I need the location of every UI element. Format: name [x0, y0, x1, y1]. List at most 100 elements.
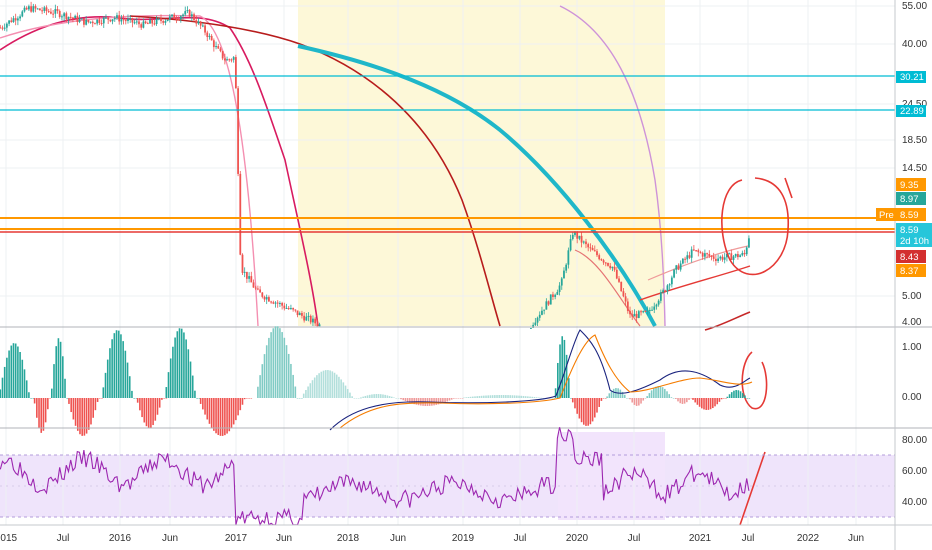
candle-body: [36, 8, 39, 10]
candle-body: [221, 51, 224, 59]
macd-bar: [283, 337, 286, 398]
macd-bar: [226, 398, 228, 434]
macd-bar: [44, 398, 47, 423]
candle-body: [651, 309, 653, 311]
macd-bar: [535, 397, 538, 398]
candle-body: [607, 262, 609, 266]
macd-bar: [204, 398, 206, 415]
macd-bar: [327, 370, 329, 398]
macd-bar: [457, 398, 460, 399]
candle-body: [556, 291, 559, 295]
macd-bar: [633, 398, 636, 405]
macd-bar: [290, 363, 292, 398]
macd-bar: [263, 354, 266, 398]
candle-body: [734, 254, 737, 257]
candle-body: [245, 271, 248, 279]
candle-body: [541, 310, 543, 315]
candle-body: [646, 310, 649, 312]
macd-bar: [533, 397, 536, 398]
candle-body: [547, 301, 550, 305]
macd-bar: [83, 398, 86, 436]
candle-body: [25, 7, 28, 10]
macd-bar: [136, 398, 139, 403]
macd-bar: [92, 398, 94, 418]
macd-bar: [404, 398, 407, 402]
macd-bar: [340, 379, 342, 398]
macd-bar: [351, 396, 353, 398]
macd-bar: [79, 398, 81, 435]
macd-bar: [53, 364, 55, 398]
macd-bar: [375, 394, 378, 398]
macd-bar: [557, 362, 559, 398]
macd-bar: [102, 387, 105, 398]
candle-body: [195, 20, 198, 24]
candle-body: [111, 19, 114, 22]
macd-bar: [296, 398, 299, 399]
macd-bar: [360, 398, 362, 399]
macd-bar: [587, 398, 589, 426]
candle-body: [563, 270, 565, 279]
candle-body: [259, 289, 262, 293]
macd-bar: [726, 396, 729, 398]
candle-body: [686, 255, 689, 260]
candle-body: [230, 59, 233, 61]
macd-bar: [703, 398, 705, 410]
macd-bar: [167, 372, 170, 398]
macd-bar: [305, 389, 307, 398]
macd-bar: [215, 398, 217, 434]
macd-bar: [619, 389, 622, 398]
candle-body: [61, 16, 63, 18]
candle-body: [109, 19, 112, 22]
candle-body: [80, 18, 83, 20]
macd-bar: [109, 348, 111, 398]
macd-bar: [261, 364, 264, 398]
macd-bar: [176, 331, 179, 398]
macd-bar: [208, 398, 211, 424]
macd-bar: [135, 398, 138, 399]
macd-bar: [224, 398, 226, 436]
macd-bar: [642, 398, 645, 401]
last-price-tag: 8.59: [900, 225, 919, 236]
macd-bar: [580, 398, 583, 423]
macd-bar: [55, 346, 58, 398]
candle-body: [695, 250, 697, 252]
macd-bar: [143, 398, 146, 423]
macd-bar: [172, 346, 174, 398]
ma-pink-thin: [0, 14, 259, 327]
macd-bar: [505, 395, 507, 398]
macd-bar: [714, 398, 716, 407]
macd-bar: [748, 398, 751, 399]
macd-bar: [373, 394, 375, 398]
candle-body: [596, 251, 598, 256]
candle-body: [549, 294, 552, 305]
macd-bar: [96, 398, 99, 402]
macd-bar: [690, 398, 693, 399]
macd-bar: [442, 398, 444, 404]
candle-body: [14, 18, 17, 21]
macd-bar: [329, 370, 331, 398]
macd-bar: [311, 380, 314, 398]
macd-bar: [725, 398, 727, 399]
macd-bar: [439, 398, 442, 404]
ma-red-2021: [639, 265, 751, 301]
macd-bar: [122, 341, 124, 398]
macd-bar: [598, 398, 600, 407]
candle-body: [706, 253, 708, 255]
macd-bar: [631, 398, 634, 403]
macd-bar: [610, 390, 613, 398]
macd-bar: [194, 390, 196, 398]
candle-body: [642, 310, 645, 313]
macd-bar: [646, 396, 648, 398]
macd-bar: [670, 397, 673, 398]
macd-bar: [213, 398, 215, 431]
macd-bar: [472, 396, 474, 398]
candle-body: [237, 88, 239, 174]
candle-body: [204, 25, 206, 33]
macd-bar: [596, 398, 598, 413]
candle-body: [228, 59, 231, 61]
macd-bar: [357, 398, 360, 399]
candle-body: [569, 239, 572, 251]
candle-body: [157, 18, 160, 20]
macd-bar: [57, 338, 60, 398]
